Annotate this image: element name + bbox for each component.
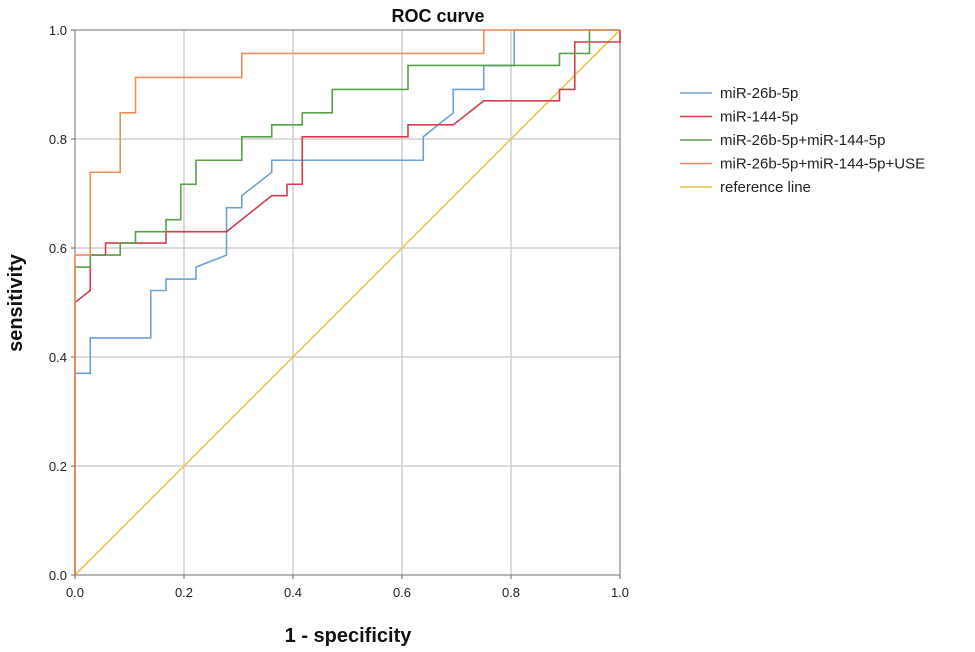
series-layer xyxy=(74,29,621,576)
legend-label-mir-26b-5p-mir-144-5p-use: miR-26b-5p+miR-144-5p+USE xyxy=(720,156,925,173)
y-axis-ticks: 0.0 0.2 0.4 0.6 0.8 1.0 xyxy=(49,23,75,583)
legend-label-reference-line: reference line xyxy=(720,179,811,196)
series-line-mir-26b-5p-mir-144-5p-use xyxy=(74,29,620,575)
legend-label-mir-26b-5p-mir-144-5p: miR-26b-5p+miR-144-5p xyxy=(720,132,885,149)
legend-label-mir-144-5p: miR-144-5p xyxy=(720,109,798,126)
y-axis-title: sensitivity xyxy=(5,253,27,352)
legend-label-mir-26b-5p: miR-26b-5p xyxy=(720,85,798,102)
series-line-mir-26b-5p xyxy=(74,29,620,575)
x-tick-label: 0.4 xyxy=(284,585,302,600)
y-tick-label: 0.8 xyxy=(49,132,67,147)
x-tick-label: 1.0 xyxy=(611,585,629,600)
legend: miR-26b-5p miR-144-5p miR-26b-5p+miR-144-5… xyxy=(680,85,925,196)
x-tick-label: 0.0 xyxy=(66,585,84,600)
y-tick-label: 0.2 xyxy=(49,459,67,474)
y-tick-label: 0.0 xyxy=(49,568,67,583)
x-tick-label: 0.2 xyxy=(175,585,193,600)
x-tick-label: 0.6 xyxy=(393,585,411,600)
chart-title: ROC curve xyxy=(391,6,484,26)
series-line-mir-26b-5p-mir-144-5p xyxy=(74,29,620,575)
x-tick-label: 0.8 xyxy=(502,585,520,600)
series-line-reference-line xyxy=(74,29,621,576)
y-tick-label: 0.6 xyxy=(49,241,67,256)
x-axis-title: 1 - specificity xyxy=(285,625,413,647)
y-tick-label: 1.0 xyxy=(49,23,67,38)
x-axis-ticks: 0.0 0.2 0.4 0.6 0.8 1.0 xyxy=(66,575,629,600)
y-tick-label: 0.4 xyxy=(49,350,67,365)
